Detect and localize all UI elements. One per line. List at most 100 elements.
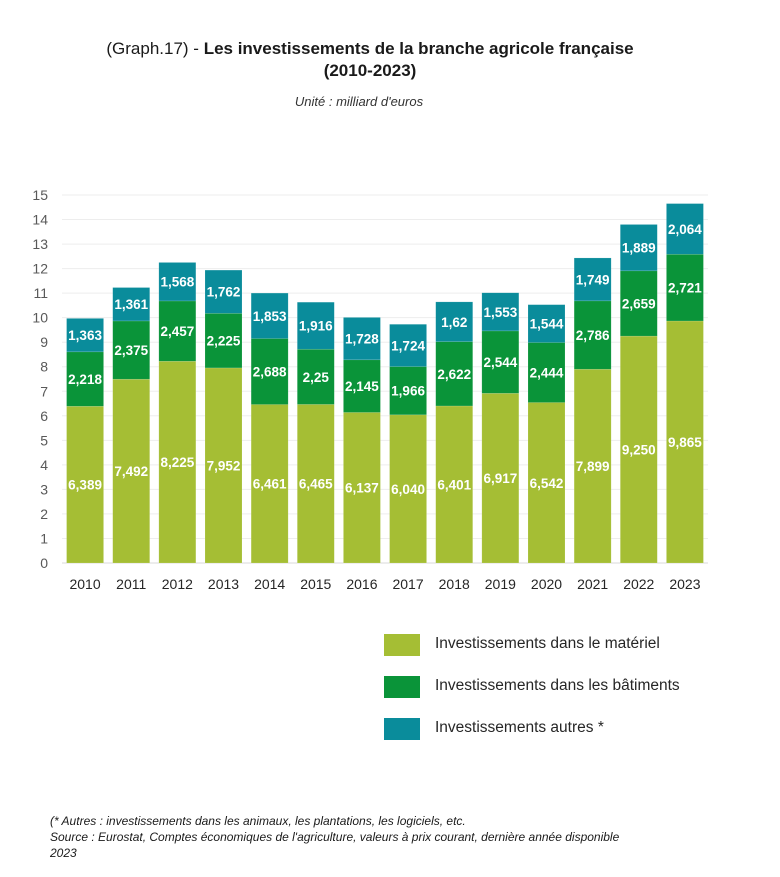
x-tick-label: 2022	[623, 576, 654, 592]
bar-segment-batiments	[297, 348, 335, 405]
data-label: 2,688	[253, 365, 287, 380]
chart-title-years: (2010-2023)	[323, 61, 417, 80]
bar-segment-autres	[66, 318, 104, 353]
x-tick-label: 2018	[439, 576, 470, 592]
x-tick-label: 2023	[669, 576, 700, 592]
legend-swatch-materiel	[384, 634, 420, 656]
bar-segment-batiments	[204, 313, 243, 369]
bar-stack-2014: 6,461 2,688 1,853	[250, 292, 289, 564]
legend-label-autres: Investissements autres *	[435, 719, 604, 736]
bar-segment-autres	[527, 304, 566, 343]
bar-segment-materiel	[297, 404, 335, 564]
bar-stack-2022: 9,250 2,659 1,889	[620, 224, 658, 564]
data-label: 6,917	[483, 471, 517, 486]
x-tick-label: 2010	[69, 576, 100, 592]
data-label: 2,218	[68, 372, 102, 387]
y-tick-label: 9	[40, 334, 48, 350]
data-label: 1,853	[253, 309, 287, 324]
data-label: 1,361	[114, 297, 148, 312]
y-tick-label: 3	[40, 481, 48, 497]
bar-segment-batiments	[112, 320, 150, 380]
data-label: 1,553	[483, 305, 517, 320]
y-tick-label: 15	[32, 187, 48, 203]
data-label: 7,952	[207, 458, 241, 473]
footnote-source-year: 2023	[50, 846, 77, 860]
x-tick-label: 2013	[208, 576, 239, 592]
y-tick-label: 12	[32, 261, 48, 277]
legend-label-materiel: Investissements dans le matériel	[435, 635, 660, 652]
bar-segment-materiel	[620, 335, 658, 564]
bar-segment-autres	[250, 292, 289, 339]
data-label: 6,465	[299, 477, 333, 492]
data-label: 1,568	[160, 275, 194, 290]
bar-stack-2019: 6,917 2,544 1,553	[481, 292, 520, 564]
bar-segment-autres	[620, 224, 658, 272]
bar-segment-batiments	[343, 359, 381, 413]
bar-segment-materiel	[250, 404, 289, 564]
data-label: 6,461	[253, 477, 287, 492]
x-tick-label: 2011	[116, 576, 146, 592]
data-label: 2,721	[668, 281, 702, 296]
y-tick-label: 1	[40, 530, 48, 546]
legend-swatch-autres	[384, 718, 420, 740]
y-tick-label: 6	[40, 408, 48, 424]
bar-segment-materiel	[158, 360, 197, 564]
data-label: 6,389	[68, 478, 102, 493]
legend-label-batiments: Investissements dans les bâtiments	[435, 677, 680, 694]
bar-segment-autres	[297, 301, 335, 350]
data-label: 2,375	[114, 343, 148, 358]
data-label: 2,786	[576, 328, 610, 343]
x-tick-label: 2015	[300, 576, 331, 592]
bar-stack-2012: 8,225 2,457 1,568	[158, 262, 197, 564]
bar-segment-autres	[435, 301, 473, 342]
title-prefix: (Graph.17) -	[106, 39, 204, 58]
data-label: 6,137	[345, 481, 379, 496]
data-label: 1,62	[441, 315, 467, 330]
data-label: 2,145	[345, 379, 379, 394]
footnote-autres-definition: (* Autres : investissements dans les ani…	[50, 814, 466, 828]
data-label: 2,659	[622, 296, 656, 311]
y-tick-label: 0	[40, 555, 48, 571]
bar-segment-materiel	[343, 412, 381, 564]
x-tick-label: 2019	[485, 576, 516, 592]
chart-subtitle-unit: Unité : milliard d'euros	[294, 94, 424, 109]
x-axis-ticks: 2010 2011 2012 2013 2014 2015 2016 2017 2018 2019…	[69, 576, 700, 592]
bar-segment-materiel	[66, 406, 104, 564]
bar-segment-batiments	[620, 270, 658, 337]
y-tick-label: 10	[32, 310, 48, 326]
data-label: 7,899	[576, 459, 610, 474]
bar-segment-autres	[204, 269, 243, 314]
bar-stack-2015: 6,465 2,25 1,916	[297, 301, 335, 564]
bar-segment-materiel	[389, 414, 427, 564]
y-tick-label: 8	[40, 359, 48, 375]
y-tick-label: 4	[40, 457, 48, 473]
data-label: 6,401	[437, 477, 471, 492]
bar-segment-batiments	[573, 300, 612, 370]
data-label: 9,250	[622, 443, 656, 458]
bar-segment-materiel	[666, 320, 704, 564]
data-label: 1,916	[299, 319, 333, 334]
data-label: 1,724	[391, 338, 425, 353]
x-tick-label: 2017	[392, 576, 423, 592]
data-label: 7,492	[114, 464, 148, 479]
data-label: 2,225	[207, 334, 241, 349]
bar-segment-batiments	[666, 253, 704, 322]
title-main: Les investissements de la branche agrico…	[203, 39, 634, 58]
bar-segment-batiments	[435, 341, 473, 407]
x-tick-label: 2016	[346, 576, 377, 592]
bar-segment-batiments	[389, 366, 427, 416]
footnote-source: Source : Eurostat, Comptes économiques d…	[50, 830, 620, 844]
bar-segment-autres	[389, 324, 427, 367]
data-label: 2,544	[483, 355, 517, 370]
data-label: 8,225	[160, 455, 194, 470]
bar-stack-2018: 6,401 2,622 1,62	[435, 301, 473, 564]
x-tick-label: 2014	[254, 576, 285, 592]
bar-stack-2013: 7,952 2,225 1,762	[204, 269, 243, 564]
y-tick-label: 2	[40, 506, 48, 522]
bar-segment-autres	[158, 262, 197, 302]
footnote: (* Autres : investissements dans les ani…	[50, 813, 740, 861]
y-tick-label: 13	[32, 236, 48, 252]
bar-segment-batiments	[250, 338, 289, 405]
bars: 6,389 2,218 1,363 7,492 2,375 1,361 8,225 2,457…	[66, 203, 704, 564]
